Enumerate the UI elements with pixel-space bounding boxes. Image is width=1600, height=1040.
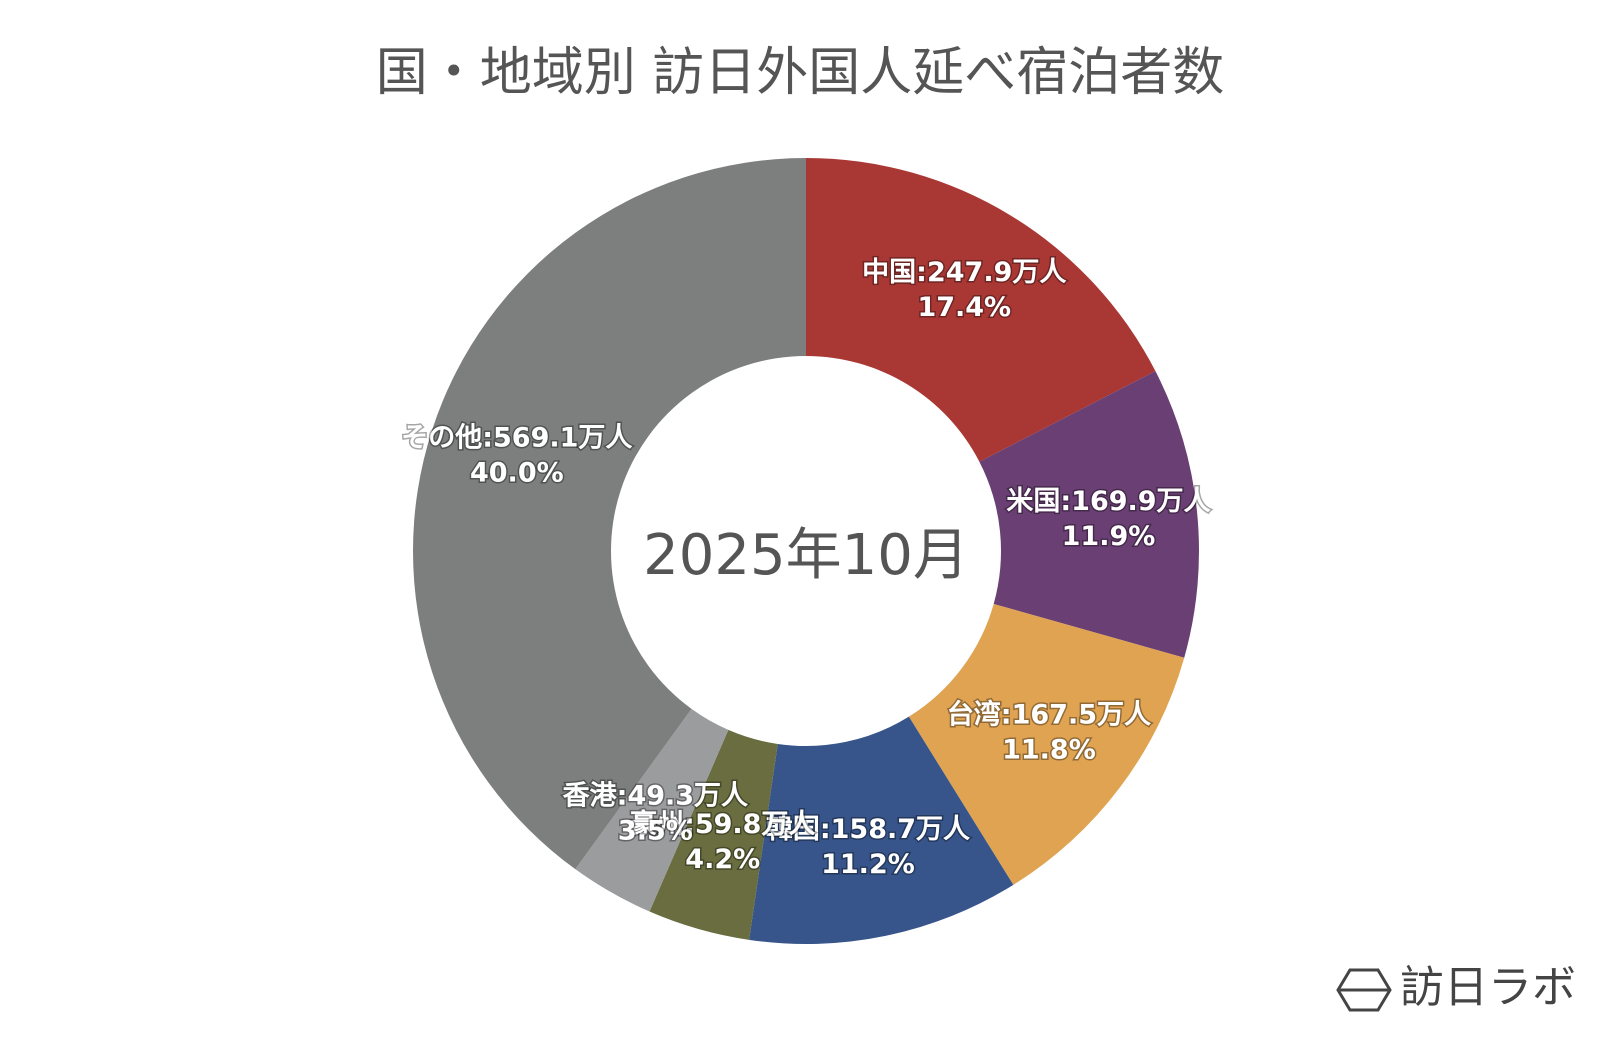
slice-label: 豪州:59.8万人 [630,808,815,840]
slice-label: 韓国:158.7万人 [766,814,970,845]
donut-slice [575,708,729,912]
slice-label: 米国:169.9万人 [1006,486,1210,517]
slice-label: 台湾:167.5万人 [947,698,1151,730]
donut-slice [749,716,1014,944]
slice-share: 3.5% [618,816,693,847]
slice-share: 4.2% [685,844,760,875]
logo-icon [1336,968,1392,1012]
slice-share: 11.9% [1062,521,1156,552]
slice-share: 11.8% [1002,734,1096,765]
slice-share: 11.2% [821,849,915,880]
donut-slice [908,603,1185,885]
chart-title: 国・地域別 訪日外国人延べ宿泊者数 [376,43,1225,103]
donut-slice [412,157,806,870]
slice-label: 中国:247.9万人 [862,257,1066,288]
donut-slice [649,729,778,940]
logo: 訪日ラボ [1336,962,1576,1013]
slice-label: その他:569.1万人 [401,423,632,454]
slice-share: 17.4% [917,292,1011,323]
center-label: 2025年10月 [643,523,969,588]
donut-slice [806,158,1156,462]
logo-text: 訪日ラボ [1400,962,1576,1013]
slice-share: 40.0% [470,458,564,489]
donut-slice [979,371,1199,658]
slice-label: 香港:49.3万人 [563,781,748,812]
